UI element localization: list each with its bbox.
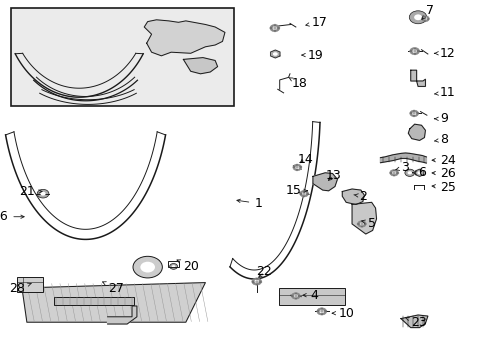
Text: 6: 6 [412, 166, 425, 179]
Circle shape [404, 169, 414, 176]
Text: 7: 7 [421, 4, 433, 19]
Circle shape [291, 293, 300, 299]
Circle shape [407, 171, 411, 174]
Circle shape [413, 14, 421, 20]
Bar [168, 261, 179, 267]
Circle shape [171, 265, 175, 268]
Text: 1: 1 [237, 197, 262, 210]
Text: 8: 8 [434, 133, 447, 146]
Circle shape [417, 171, 421, 174]
Circle shape [37, 189, 49, 198]
Circle shape [251, 278, 261, 285]
Circle shape [269, 24, 279, 32]
Text: 19: 19 [301, 49, 323, 62]
Text: 26: 26 [431, 167, 455, 180]
Text: 22: 22 [256, 265, 271, 278]
Polygon shape [410, 70, 425, 86]
Bar [278, 288, 344, 305]
Polygon shape [351, 202, 376, 234]
Text: 18: 18 [288, 77, 306, 90]
Polygon shape [183, 58, 217, 74]
Circle shape [319, 310, 324, 313]
Circle shape [299, 190, 308, 197]
Text: 25: 25 [431, 181, 455, 194]
Circle shape [389, 170, 398, 176]
Text: 23: 23 [405, 316, 426, 329]
Text: 16: 16 [0, 210, 24, 223]
Text: 4: 4 [303, 289, 318, 302]
Circle shape [423, 17, 427, 20]
Circle shape [408, 11, 426, 24]
Text: 21: 21 [20, 185, 42, 198]
Polygon shape [312, 173, 337, 191]
Circle shape [169, 264, 177, 269]
Bar [11, 8, 233, 106]
Text: 28: 28 [10, 282, 31, 294]
Text: 5: 5 [361, 217, 375, 230]
Circle shape [421, 16, 428, 22]
Circle shape [295, 166, 299, 169]
Text: 2: 2 [353, 190, 366, 203]
Circle shape [41, 192, 45, 195]
Circle shape [140, 262, 155, 273]
Circle shape [292, 164, 301, 171]
Circle shape [411, 112, 415, 115]
Circle shape [411, 49, 416, 53]
Text: 12: 12 [434, 47, 455, 60]
Circle shape [254, 280, 259, 283]
Polygon shape [342, 189, 364, 204]
Circle shape [359, 222, 363, 225]
Circle shape [293, 294, 297, 297]
Polygon shape [407, 124, 425, 140]
Circle shape [272, 26, 277, 30]
Polygon shape [400, 315, 427, 328]
Circle shape [409, 48, 419, 55]
Bar [54, 297, 134, 305]
Circle shape [302, 192, 305, 195]
Text: 9: 9 [434, 112, 447, 125]
Polygon shape [270, 50, 280, 58]
Text: 20: 20 [177, 260, 199, 273]
Text: 3: 3 [395, 161, 408, 174]
Bar [17, 277, 42, 292]
Text: 13: 13 [325, 169, 341, 182]
Circle shape [316, 308, 326, 315]
Polygon shape [144, 20, 224, 56]
Polygon shape [107, 306, 137, 324]
Text: 24: 24 [431, 154, 455, 167]
Polygon shape [22, 283, 205, 322]
Circle shape [272, 52, 277, 56]
Polygon shape [414, 169, 423, 176]
Text: 27: 27 [102, 282, 124, 294]
Circle shape [357, 221, 366, 227]
Circle shape [133, 256, 162, 278]
Circle shape [409, 110, 418, 117]
Text: 14: 14 [297, 153, 312, 166]
Circle shape [391, 171, 395, 174]
Polygon shape [380, 153, 426, 163]
Text: 11: 11 [434, 86, 455, 99]
Text: 15: 15 [285, 184, 307, 197]
Text: 17: 17 [305, 16, 327, 29]
Text: 10: 10 [331, 307, 353, 320]
